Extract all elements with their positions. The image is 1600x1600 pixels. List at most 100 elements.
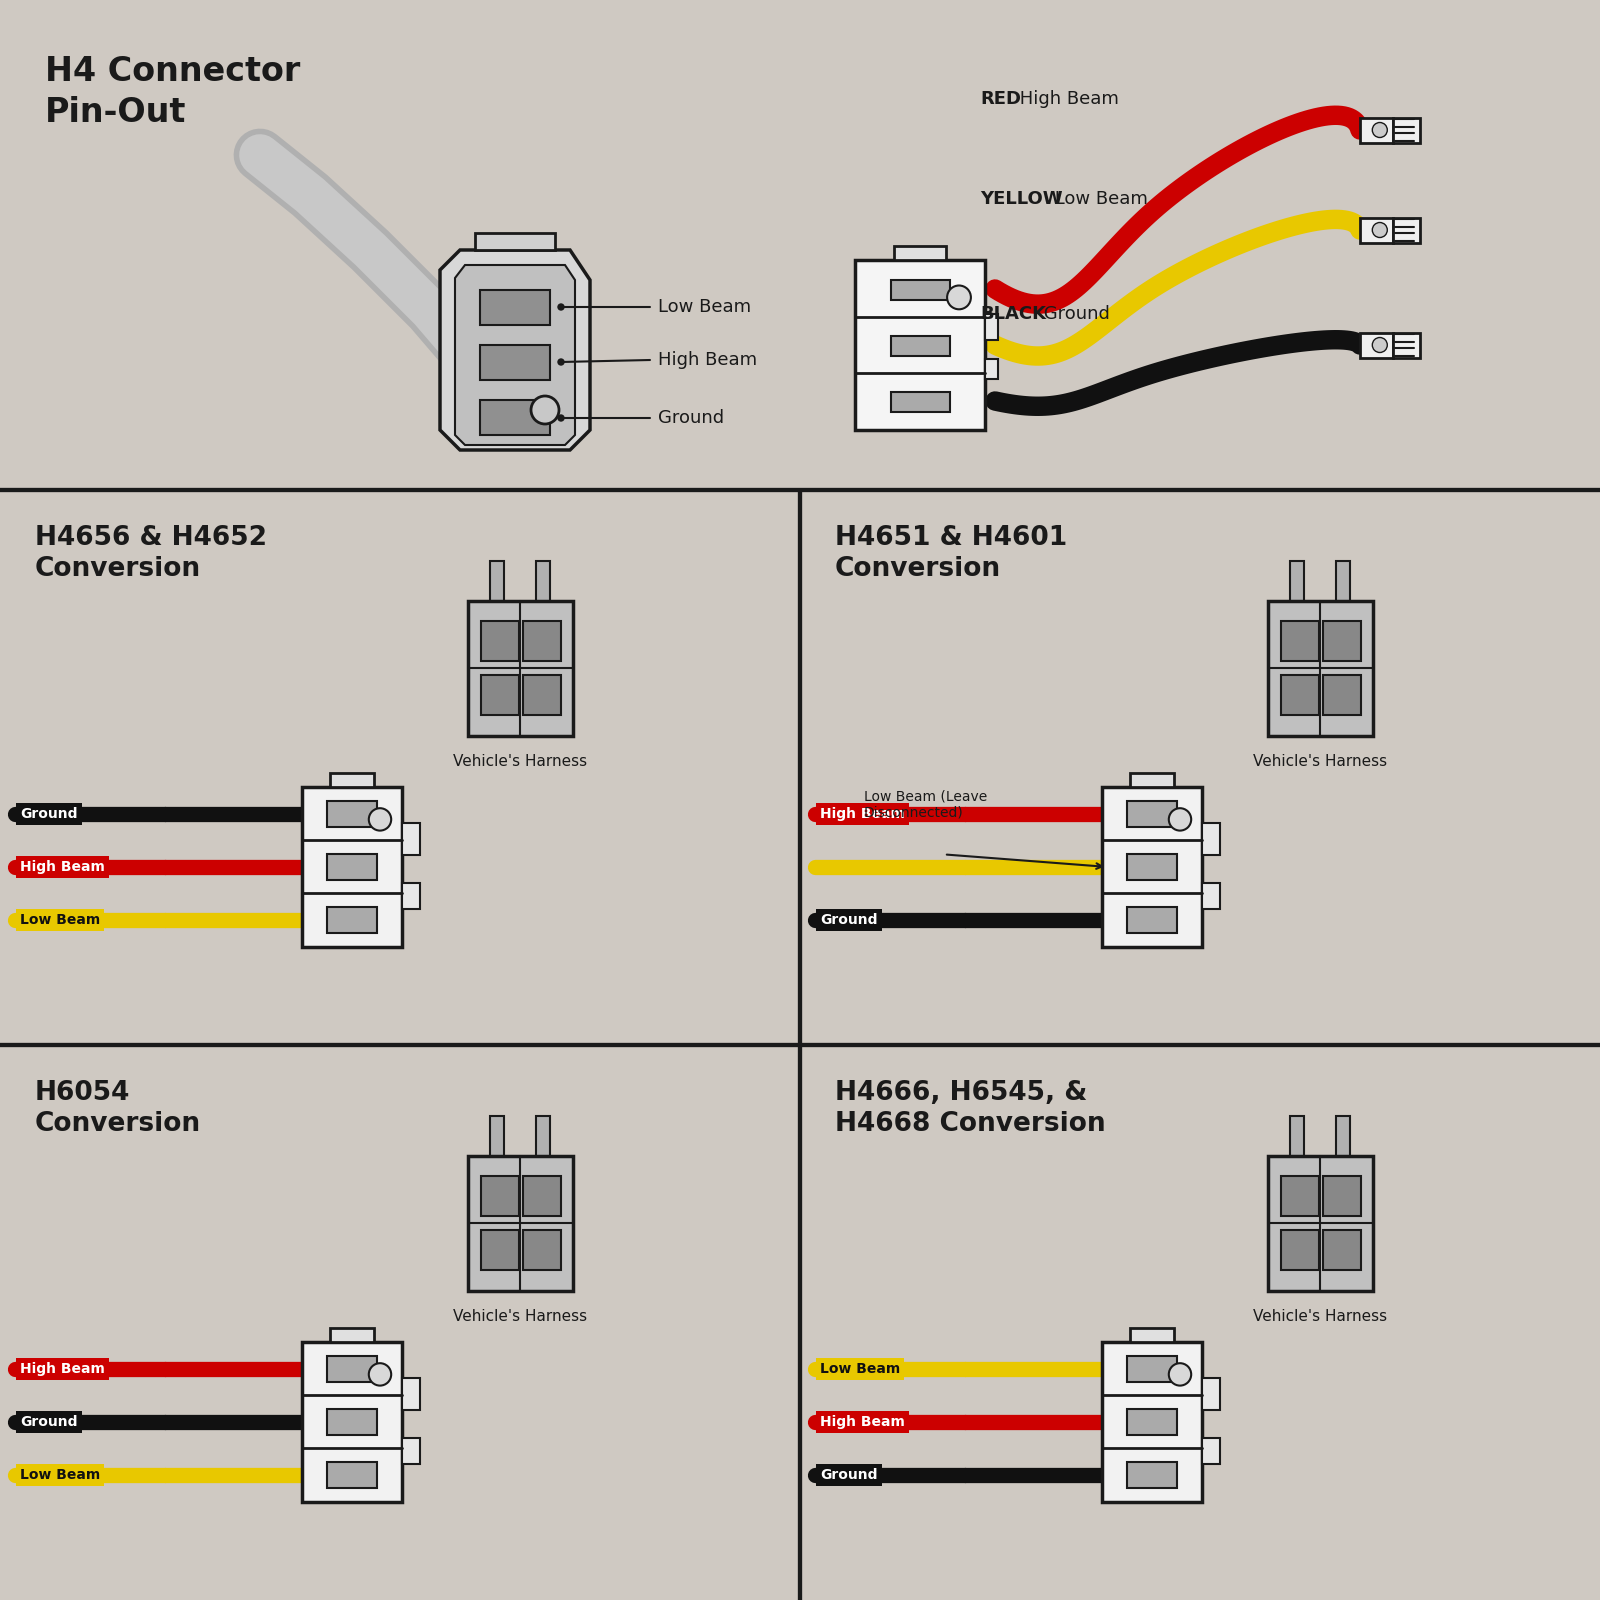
- Circle shape: [558, 304, 563, 310]
- Text: High Beam: High Beam: [819, 806, 906, 821]
- Bar: [1202, 822, 1221, 854]
- Text: H4656 & H4652
Conversion: H4656 & H4652 Conversion: [35, 525, 267, 582]
- Text: High Beam: High Beam: [658, 350, 757, 370]
- Bar: [523, 621, 560, 661]
- Bar: [536, 560, 550, 603]
- Circle shape: [1373, 338, 1387, 352]
- Bar: [480, 346, 550, 379]
- Bar: [0, 1045, 800, 1600]
- Bar: [1267, 1155, 1373, 1291]
- Bar: [1130, 773, 1174, 787]
- Bar: [986, 314, 998, 339]
- Circle shape: [947, 285, 971, 309]
- Bar: [326, 1355, 378, 1382]
- Bar: [536, 1115, 550, 1157]
- Text: Low Beam: Low Beam: [19, 1467, 101, 1482]
- Bar: [402, 822, 419, 854]
- Text: H6054
Conversion: H6054 Conversion: [35, 1080, 202, 1138]
- Bar: [891, 280, 949, 299]
- Circle shape: [1373, 222, 1387, 237]
- Text: High Beam: High Beam: [19, 859, 106, 874]
- Bar: [482, 621, 518, 661]
- Bar: [523, 1229, 560, 1270]
- Text: YELLOW: YELLOW: [979, 190, 1062, 208]
- Text: Ground: Ground: [819, 1467, 877, 1482]
- Bar: [894, 246, 946, 259]
- Bar: [1282, 1229, 1318, 1270]
- Text: Ground: Ground: [19, 1414, 77, 1429]
- Text: BLACK: BLACK: [979, 306, 1046, 323]
- Bar: [402, 883, 419, 909]
- Text: Ground: Ground: [1037, 306, 1109, 323]
- Bar: [475, 234, 555, 250]
- Circle shape: [1373, 123, 1387, 138]
- Bar: [1323, 621, 1360, 661]
- Bar: [800, 490, 1600, 1045]
- Bar: [326, 1410, 378, 1435]
- Text: Low Beam (Leave
Disconnected): Low Beam (Leave Disconnected): [864, 789, 987, 819]
- Bar: [467, 1155, 573, 1291]
- Text: Ground: Ground: [19, 806, 77, 821]
- Text: Low Beam: Low Beam: [658, 298, 750, 317]
- Bar: [1360, 218, 1394, 243]
- Bar: [800, 1045, 1600, 1600]
- Text: Low Beam: Low Beam: [819, 1362, 901, 1376]
- Text: High Beam: High Beam: [819, 1414, 906, 1429]
- Bar: [1102, 1342, 1202, 1502]
- Text: Ground: Ground: [658, 410, 725, 427]
- Bar: [490, 1115, 504, 1157]
- Text: RED: RED: [979, 90, 1021, 109]
- Bar: [0, 490, 800, 1045]
- Text: Vehicle's Harness: Vehicle's Harness: [1253, 1309, 1387, 1323]
- Bar: [326, 907, 378, 933]
- Circle shape: [531, 395, 558, 424]
- Circle shape: [558, 358, 563, 365]
- Bar: [480, 290, 550, 325]
- Bar: [891, 392, 949, 411]
- Bar: [1336, 560, 1350, 603]
- Text: Vehicle's Harness: Vehicle's Harness: [453, 754, 587, 768]
- Bar: [482, 675, 518, 715]
- Text: H4666, H6545, &
H4668 Conversion: H4666, H6545, & H4668 Conversion: [835, 1080, 1106, 1138]
- Bar: [482, 1176, 518, 1216]
- Text: High Beam: High Beam: [19, 1362, 106, 1376]
- Text: High Beam: High Beam: [1014, 90, 1120, 109]
- Bar: [1394, 218, 1421, 243]
- Bar: [1282, 1176, 1318, 1216]
- Text: H4651 & H4601
Conversion: H4651 & H4601 Conversion: [835, 525, 1067, 582]
- Bar: [402, 1438, 419, 1464]
- Bar: [1282, 675, 1318, 715]
- Bar: [482, 1229, 518, 1270]
- Text: H4 Connector
Pin-Out: H4 Connector Pin-Out: [45, 54, 301, 128]
- Bar: [326, 1462, 378, 1488]
- Circle shape: [368, 1363, 392, 1386]
- Bar: [1202, 1438, 1221, 1464]
- Bar: [1267, 600, 1373, 736]
- Circle shape: [1168, 808, 1190, 830]
- Bar: [523, 1176, 560, 1216]
- Text: Vehicle's Harness: Vehicle's Harness: [1253, 754, 1387, 768]
- Bar: [302, 787, 402, 947]
- Circle shape: [368, 808, 392, 830]
- Bar: [1130, 1328, 1174, 1342]
- Bar: [467, 600, 573, 736]
- Bar: [986, 358, 998, 379]
- Bar: [891, 336, 949, 355]
- Bar: [330, 1328, 374, 1342]
- Text: Vehicle's Harness: Vehicle's Harness: [453, 1309, 587, 1323]
- Bar: [326, 854, 378, 880]
- Bar: [1323, 675, 1360, 715]
- Polygon shape: [454, 266, 574, 445]
- Bar: [1126, 907, 1178, 933]
- Bar: [1126, 802, 1178, 827]
- Bar: [330, 773, 374, 787]
- Bar: [326, 802, 378, 827]
- Bar: [1323, 1229, 1360, 1270]
- Bar: [1102, 787, 1202, 947]
- Bar: [1394, 333, 1421, 358]
- Bar: [1126, 1410, 1178, 1435]
- Bar: [490, 560, 504, 603]
- Bar: [854, 259, 986, 430]
- Bar: [302, 1342, 402, 1502]
- Bar: [1394, 118, 1421, 142]
